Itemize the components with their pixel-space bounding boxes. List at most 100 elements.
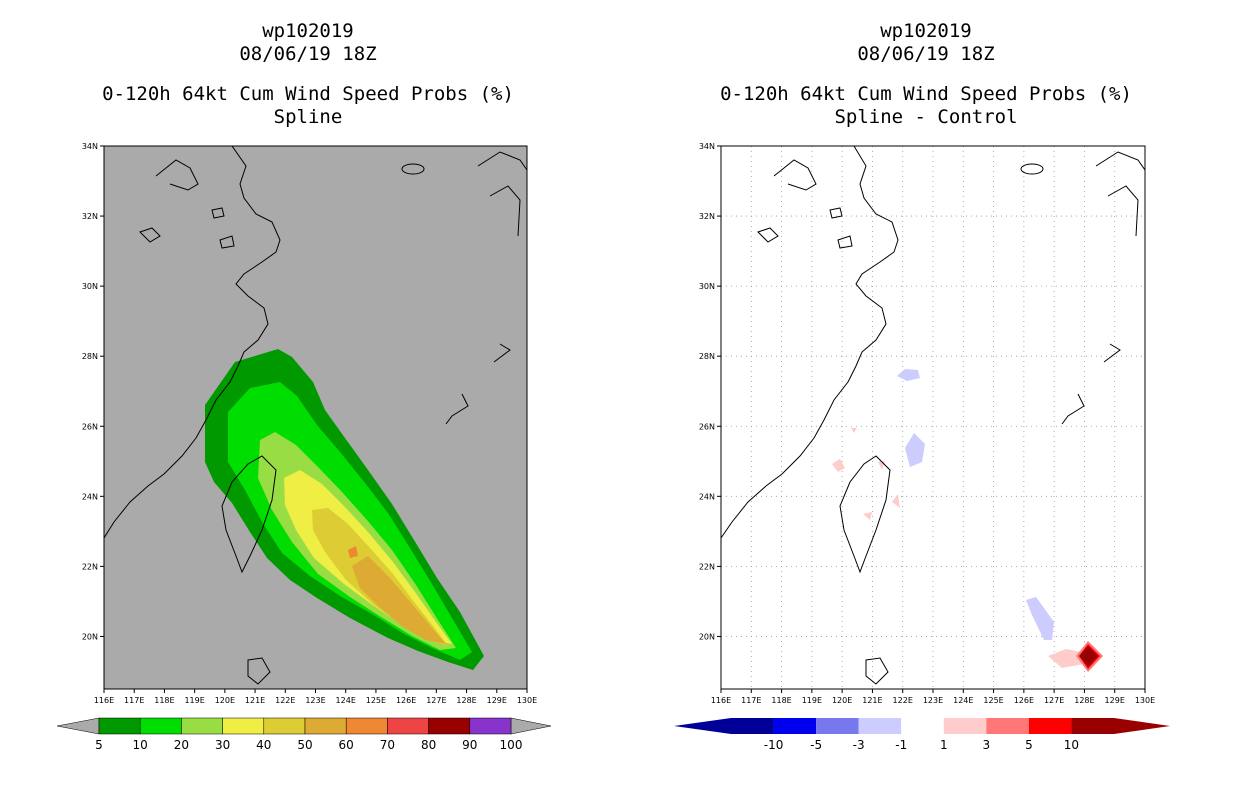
diff-pos-3 xyxy=(892,494,900,508)
left-colorbar-label: 10 xyxy=(133,738,148,752)
left-x-tick-label: 129E xyxy=(487,696,507,705)
left-colorbar-label: 40 xyxy=(256,738,271,752)
left-x-tick-label: 123E xyxy=(305,696,325,705)
right-y-tick-label: 34N xyxy=(699,142,715,151)
left-y-tick-label: 22N xyxy=(82,562,98,571)
right-korea-coast xyxy=(773,159,817,191)
right-colorbar: -10 -5 -3 -1 1 3 5 10 xyxy=(674,718,1170,752)
right-colorbar-label: 3 xyxy=(983,738,991,752)
right-x-tick-label: 120E xyxy=(832,696,852,705)
left-x-tick-label: 117E xyxy=(124,696,144,705)
diff-pos-5 xyxy=(1048,649,1084,668)
right-colorbar-swatch xyxy=(1071,718,1114,734)
left-x-tick-label: 116E xyxy=(94,696,114,705)
left-colorbar-label: 20 xyxy=(174,738,189,752)
right-y-tick-label: 24N xyxy=(699,492,715,501)
right-y-tick-label: 26N xyxy=(699,422,715,431)
right-colorbar-label: -10 xyxy=(764,738,784,752)
right-colorbar-high-arrow xyxy=(1114,718,1170,734)
right-y-tick-label: 32N xyxy=(699,212,715,221)
right-title-line-4: Spline - Control xyxy=(834,106,1018,128)
right-colorbar-label: 10 xyxy=(1064,738,1079,752)
right-title-line-3: 0-120h 64kt Cum Wind Speed Probs (%) xyxy=(720,83,1132,105)
left-probability-contours xyxy=(205,349,484,670)
left-x-tick-label: 122E xyxy=(275,696,295,705)
left-colorbar-label: 30 xyxy=(215,738,230,752)
left-x-tick-label: 118E xyxy=(154,696,174,705)
right-coastlines xyxy=(721,146,1145,685)
left-x-tick-label: 119E xyxy=(184,696,204,705)
left-x-tick-label: 124E xyxy=(336,696,356,705)
left-y-tick-label: 32N xyxy=(82,212,98,221)
right-x-tick-label: 128E xyxy=(1074,696,1094,705)
left-axes: 116E 117E 118E 119E 120E 121E 122E 123E 124E 125E… xyxy=(82,142,537,705)
left-x-tick-label: 130E xyxy=(517,696,537,705)
right-colorbar-swatch xyxy=(986,718,1029,734)
left-jeju xyxy=(401,163,425,175)
right-x-tick-label: 117E xyxy=(741,696,761,705)
right-colorbar-label: -3 xyxy=(853,738,865,752)
right-title-line-1: wp102019 xyxy=(880,20,972,42)
prob-50 xyxy=(352,556,446,644)
right-colorbar-swatch xyxy=(901,718,944,734)
left-x-tick-label: 126E xyxy=(396,696,416,705)
right-x-tick-label: 130E xyxy=(1135,696,1155,705)
right-y-tick-label: 28N xyxy=(699,352,715,361)
right-x-tick-label: 119E xyxy=(802,696,822,705)
right-chart-title: wp102019 08/06/19 18Z 0-120h 64kt Cum Wi… xyxy=(666,20,1186,129)
left-korea-coast xyxy=(155,159,199,191)
right-hainan-islands xyxy=(865,657,889,685)
right-china-coast xyxy=(721,146,899,539)
left-y-tick-label: 28N xyxy=(82,352,98,361)
right-colorbar-label: 5 xyxy=(1025,738,1033,752)
right-japan-coast xyxy=(1061,151,1145,425)
right-title-line-2: 08/06/19 18Z xyxy=(857,43,995,65)
right-colorbar-swatch xyxy=(1028,718,1072,734)
left-colorbar-label: 60 xyxy=(339,738,354,752)
left-shandong-islands xyxy=(139,207,235,249)
right-x-tick-label: 122E xyxy=(893,696,913,705)
right-taiwan xyxy=(839,455,891,574)
left-x-tick-label: 125E xyxy=(366,696,386,705)
left-colorbar-label: 90 xyxy=(462,738,477,752)
left-colorbar-label: 70 xyxy=(380,738,395,752)
left-colorbar-label: 50 xyxy=(297,738,312,752)
right-jeju xyxy=(1020,163,1044,175)
left-colorbar-label: 80 xyxy=(421,738,436,752)
left-x-tick-label: 128E xyxy=(456,696,476,705)
right-colorbar-label: -5 xyxy=(810,738,822,752)
left-colorbar-swatch xyxy=(469,717,512,735)
right-colorbar-swatch xyxy=(816,718,859,734)
right-colorbar-label: -1 xyxy=(895,738,907,752)
left-title-line-3: 0-120h 64kt Cum Wind Speed Probs (%) xyxy=(102,83,514,105)
right-colorbar-label: 1 xyxy=(940,738,948,752)
right-axes: 116E 117E 118E 119E 120E 121E 122E 123E 124E 125E… xyxy=(699,142,1155,705)
left-chart-title: wp102019 08/06/19 18Z 0-120h 64kt Cum Wi… xyxy=(48,20,568,129)
left-y-tick-label: 24N xyxy=(82,492,98,501)
prob-60 xyxy=(348,546,358,558)
left-title-line-1: wp102019 xyxy=(262,20,354,42)
left-y-tick-label: 30N xyxy=(82,282,98,291)
diff-pos-1 xyxy=(832,459,845,472)
right-x-tick-label: 125E xyxy=(983,696,1003,705)
right-x-tick-label: 127E xyxy=(1044,696,1064,705)
right-colorbar-swatch xyxy=(858,718,902,734)
diff-pos-4 xyxy=(863,512,872,520)
right-y-tick-label: 20N xyxy=(699,632,715,641)
diff-neg-3 xyxy=(1026,597,1054,640)
diff-neg-2 xyxy=(905,433,925,467)
right-y-tick-label: 22N xyxy=(699,562,715,571)
right-colorbar-swatch xyxy=(943,718,987,734)
left-x-tick-label: 120E xyxy=(215,696,235,705)
left-title-line-2: 08/06/19 18Z xyxy=(239,43,377,65)
left-x-tick-label: 127E xyxy=(426,696,446,705)
right-colorbar-swatch xyxy=(773,718,817,734)
right-x-tick-label: 123E xyxy=(923,696,943,705)
right-colorbar-swatch xyxy=(731,718,774,734)
right-plot-background xyxy=(721,146,1145,689)
left-coastlines xyxy=(104,146,527,685)
left-japan-coast xyxy=(445,151,527,425)
diff-neg-1 xyxy=(897,369,920,381)
